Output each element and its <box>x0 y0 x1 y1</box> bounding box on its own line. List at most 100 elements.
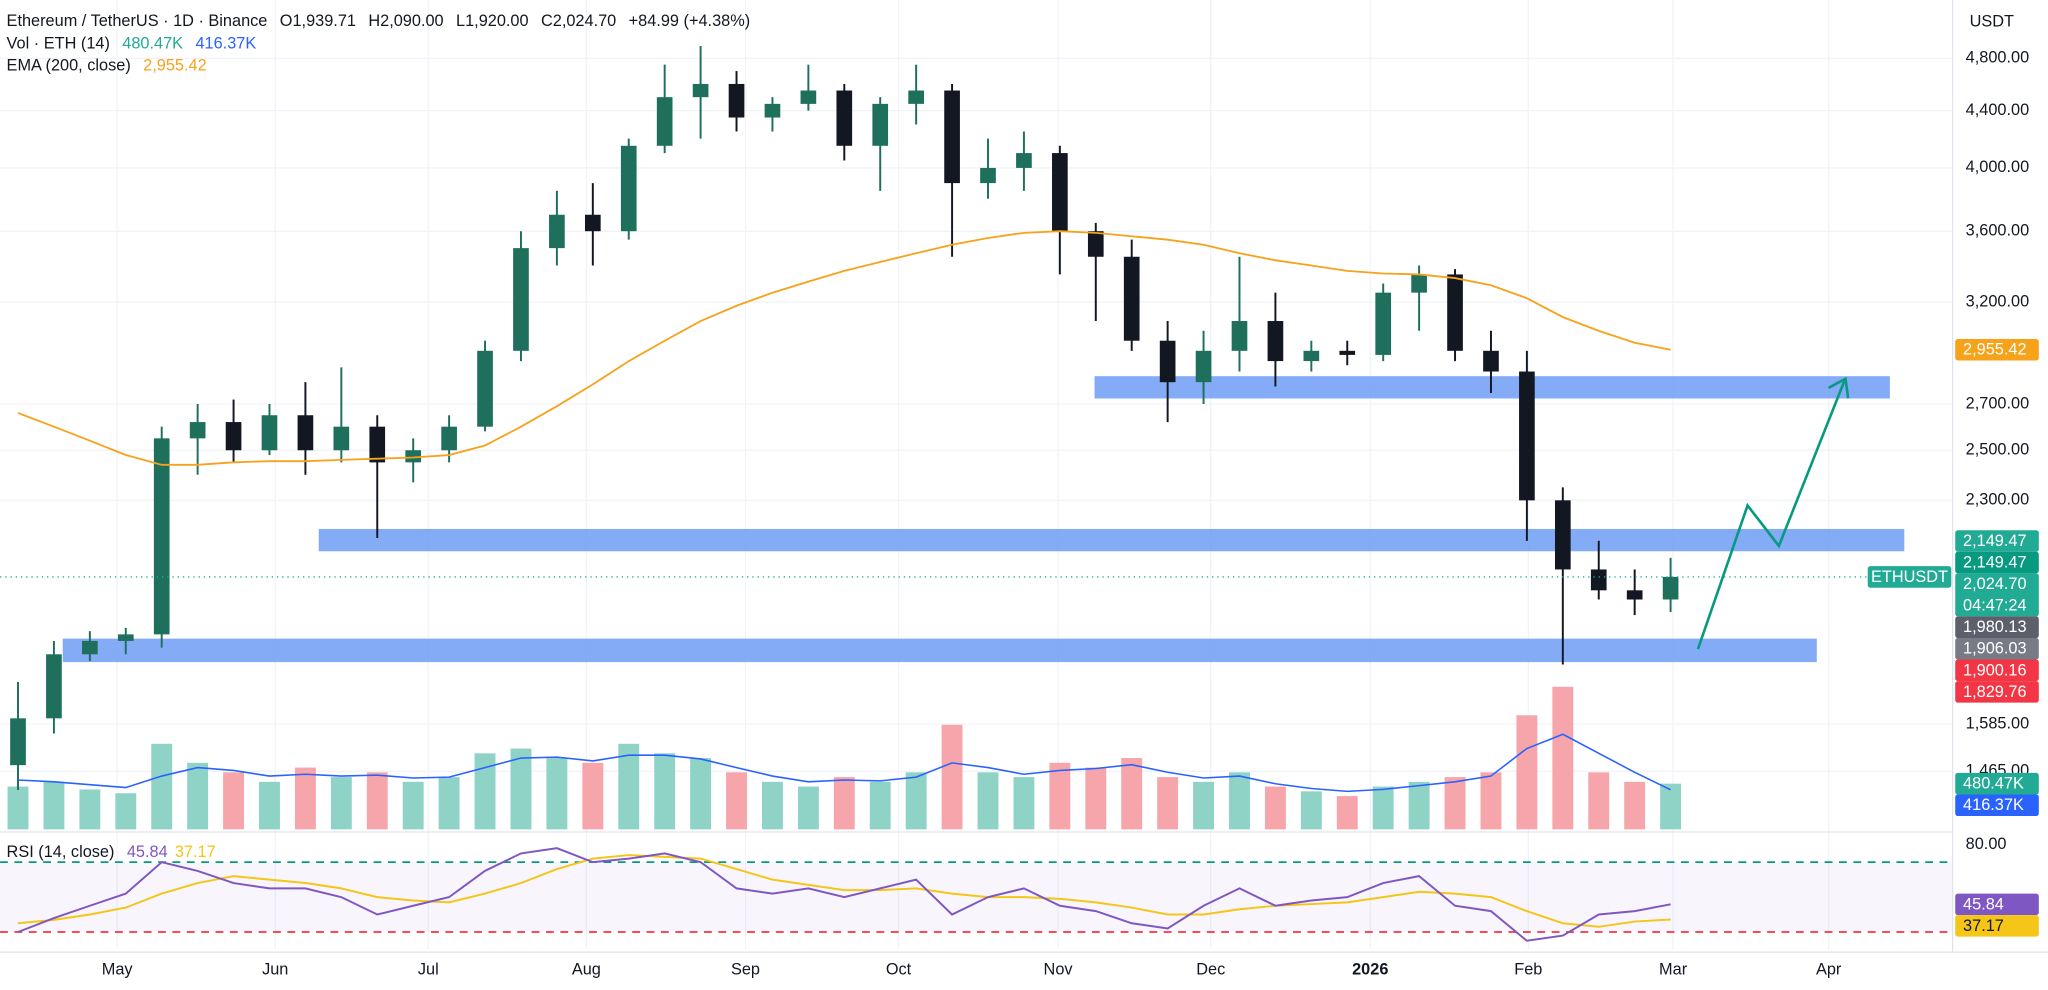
volume-bar <box>1049 762 1071 830</box>
candle-body <box>836 90 853 146</box>
price-tag-label: 1,829.76 <box>1963 683 2026 701</box>
candle-body <box>908 90 924 104</box>
price-tag-box <box>1955 637 2039 660</box>
x-tick-label: Feb <box>1514 961 1542 979</box>
price-tag-box <box>1955 915 2039 937</box>
volume-bar <box>43 781 65 830</box>
candle-body <box>944 90 960 184</box>
ohlc-close: C2,024.70 <box>541 13 616 31</box>
support-zone <box>1094 376 1890 399</box>
price-tag-label: 416.37K <box>1963 796 2024 814</box>
volume-bar <box>1516 715 1538 830</box>
volume-bar <box>1372 786 1394 830</box>
candle-body <box>1375 292 1392 355</box>
candle-body <box>1231 321 1248 351</box>
arrow-head <box>1827 376 1850 399</box>
candle-body <box>513 248 529 351</box>
volume-bar <box>1013 777 1035 830</box>
y-tick-label: 2,500.00 <box>1966 441 2030 459</box>
price-tag-label: 480.47K <box>1963 775 2024 793</box>
ema-legend: EMA (200, close) 2,955.42 <box>7 57 207 75</box>
volume-bar <box>977 772 999 830</box>
volume-bar <box>1444 777 1466 830</box>
volume-bar <box>366 772 388 830</box>
rsi-tick-label: 80.00 <box>1966 835 2007 853</box>
candle-body <box>405 450 422 463</box>
ohlc-high: H2,090.00 <box>368 13 443 31</box>
volume-bar <box>259 781 280 830</box>
x-tick-label: Jun <box>262 961 288 979</box>
candle-body <box>872 103 889 146</box>
candle-body <box>261 415 278 451</box>
volume-bar <box>654 753 676 830</box>
candle-body <box>1267 321 1284 362</box>
volume-bar <box>330 777 352 830</box>
candle-body <box>1483 350 1499 372</box>
candle-body <box>800 90 817 104</box>
volume-bar <box>726 772 747 830</box>
candle-body <box>1339 350 1356 355</box>
candle-body <box>333 426 350 451</box>
price-tag-label: 2,024.70 <box>1963 575 2026 593</box>
price-tag-label: 1,906.03 <box>1963 640 2026 658</box>
candle-body <box>1052 153 1068 232</box>
price-tag: 1,829.76 <box>1955 681 2039 703</box>
candle-body <box>82 640 98 655</box>
volume-bar <box>833 777 855 830</box>
volume-bar <box>223 772 245 830</box>
y-tick-label: 2,300.00 <box>1966 491 2030 509</box>
x-tick-label: May <box>102 961 134 979</box>
price-tag: 1,906.03 <box>1955 637 2039 660</box>
volume-bar <box>1264 786 1286 830</box>
volume-bar <box>905 772 927 830</box>
y-tick-label: 4,000.00 <box>1966 158 2030 176</box>
price-tag: 45.84 <box>1955 893 2039 916</box>
price-tag: 37.17 <box>1955 915 2039 937</box>
volume-bar <box>797 786 819 830</box>
volume-name: Vol · ETH (14) <box>7 35 110 53</box>
candle-body <box>980 167 996 184</box>
candle-body <box>1411 274 1427 293</box>
rsi-ma-value: 37.17 <box>175 843 216 861</box>
candle-body <box>153 438 170 635</box>
volume-bar <box>1408 781 1430 830</box>
candle-body <box>1662 576 1679 600</box>
price-tag-box <box>1955 893 2039 916</box>
volume-bar <box>1121 758 1143 830</box>
volume-ma-value: 416.37K <box>195 35 256 53</box>
volume-bar <box>582 762 604 830</box>
volume-bar <box>438 777 460 830</box>
price-tag-box <box>1955 551 2039 574</box>
volume-bar <box>115 793 137 830</box>
candle-body <box>1303 350 1320 362</box>
candle-body <box>1590 569 1607 591</box>
price-tag-box <box>1955 659 2039 682</box>
x-tick-label: Aug <box>572 961 601 979</box>
volume-legend: Vol · ETH (14) 480.47K 416.37K <box>7 35 257 53</box>
price-tag: 1,900.16 <box>1955 659 2039 682</box>
volume-bar <box>618 743 640 830</box>
volume-bar <box>1193 781 1215 830</box>
candle-body <box>10 718 26 766</box>
y-tick-label: 4,800.00 <box>1966 49 2030 67</box>
x-tick-label: Jul <box>418 961 439 979</box>
candle-body <box>656 97 673 146</box>
price-tag-label: 1,900.16 <box>1963 661 2026 679</box>
volume-bar <box>1660 783 1682 830</box>
currency-label: USDT <box>1970 13 2014 31</box>
volume-bar <box>79 789 101 830</box>
volume-bar <box>187 762 209 830</box>
price-tag-box <box>1955 573 2039 617</box>
candle-body <box>1016 153 1032 168</box>
ohlc-open: O1,939.71 <box>280 13 356 31</box>
volume-bar <box>510 748 532 830</box>
rsi-ma-line <box>17 854 1671 928</box>
price-tag-label: 2,955.42 <box>1963 341 2026 359</box>
price-tag: 2,024.70 04:47:24 ETHUSDT <box>1867 566 2039 617</box>
candle-body <box>225 422 242 451</box>
volume-bar <box>474 753 496 830</box>
candle-body <box>620 145 637 232</box>
price-tag-box <box>1955 338 2039 361</box>
volume-bar <box>294 767 316 830</box>
candle-body <box>1519 371 1535 501</box>
